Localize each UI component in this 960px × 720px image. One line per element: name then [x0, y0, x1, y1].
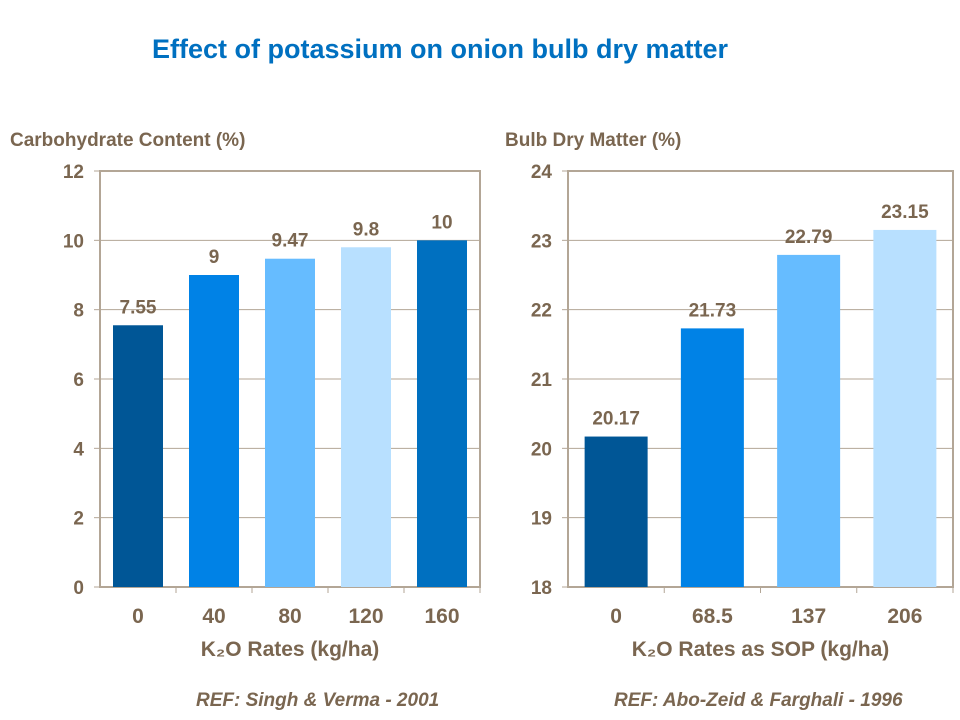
x-tick-label: 68.5	[692, 605, 733, 628]
data-label: 7.55	[120, 297, 157, 318]
bar	[873, 229, 937, 587]
bar	[417, 240, 467, 588]
bar	[777, 254, 841, 588]
y-tick-label: 8	[73, 301, 84, 322]
x-tick-label: 120	[348, 605, 383, 628]
y-tick-label: 23	[531, 231, 552, 252]
bar	[680, 328, 744, 587]
y-tick-label: 21	[531, 370, 553, 391]
x-tick-label: 206	[887, 605, 922, 628]
data-label: 22.79	[785, 227, 833, 248]
data-label: 21.73	[689, 300, 737, 321]
data-label: 9.8	[353, 219, 379, 240]
data-label: 20.17	[592, 409, 640, 430]
x-axis-title: K₂O Rates as SOP (kg/ha)	[632, 638, 890, 661]
reference-right: REF: Abo-Zeid & Farghali - 1996	[614, 690, 903, 711]
y-tick-label: 18	[531, 578, 552, 599]
y-axis-title: Carbohydrate Content (%)	[10, 130, 245, 151]
y-tick-label: 19	[531, 509, 552, 530]
x-tick-label: 160	[424, 605, 459, 628]
y-tick-label: 20	[531, 439, 552, 460]
x-tick-label: 0	[132, 605, 144, 628]
bar	[341, 247, 391, 587]
y-tick-label: 12	[63, 162, 84, 183]
data-label: 23.15	[881, 202, 929, 223]
x-tick-label: 40	[202, 605, 225, 628]
data-label: 9	[209, 247, 220, 268]
y-axis-title: Bulb Dry Matter (%)	[505, 130, 681, 151]
y-tick-label: 10	[63, 231, 84, 252]
bar	[189, 275, 239, 587]
bar	[265, 258, 315, 587]
x-axis-title: K₂O Rates (kg/ha)	[201, 638, 380, 661]
x-tick-label: 0	[610, 605, 622, 628]
y-tick-label: 6	[73, 370, 84, 391]
y-tick-label: 24	[531, 162, 553, 183]
x-tick-label: 137	[791, 605, 826, 628]
x-tick-label: 80	[278, 605, 301, 628]
bar	[113, 325, 163, 587]
slide-title: Effect of potassium on onion bulb dry ma…	[151, 34, 729, 64]
y-tick-label: 22	[531, 301, 552, 322]
data-label: 10	[431, 212, 452, 233]
bar	[584, 436, 648, 587]
y-tick-label: 0	[73, 578, 84, 599]
y-tick-label: 2	[73, 509, 84, 530]
data-label: 9.47	[272, 231, 309, 252]
reference-left: REF: Singh & Verma - 2001	[196, 690, 440, 711]
y-tick-label: 4	[73, 439, 84, 460]
